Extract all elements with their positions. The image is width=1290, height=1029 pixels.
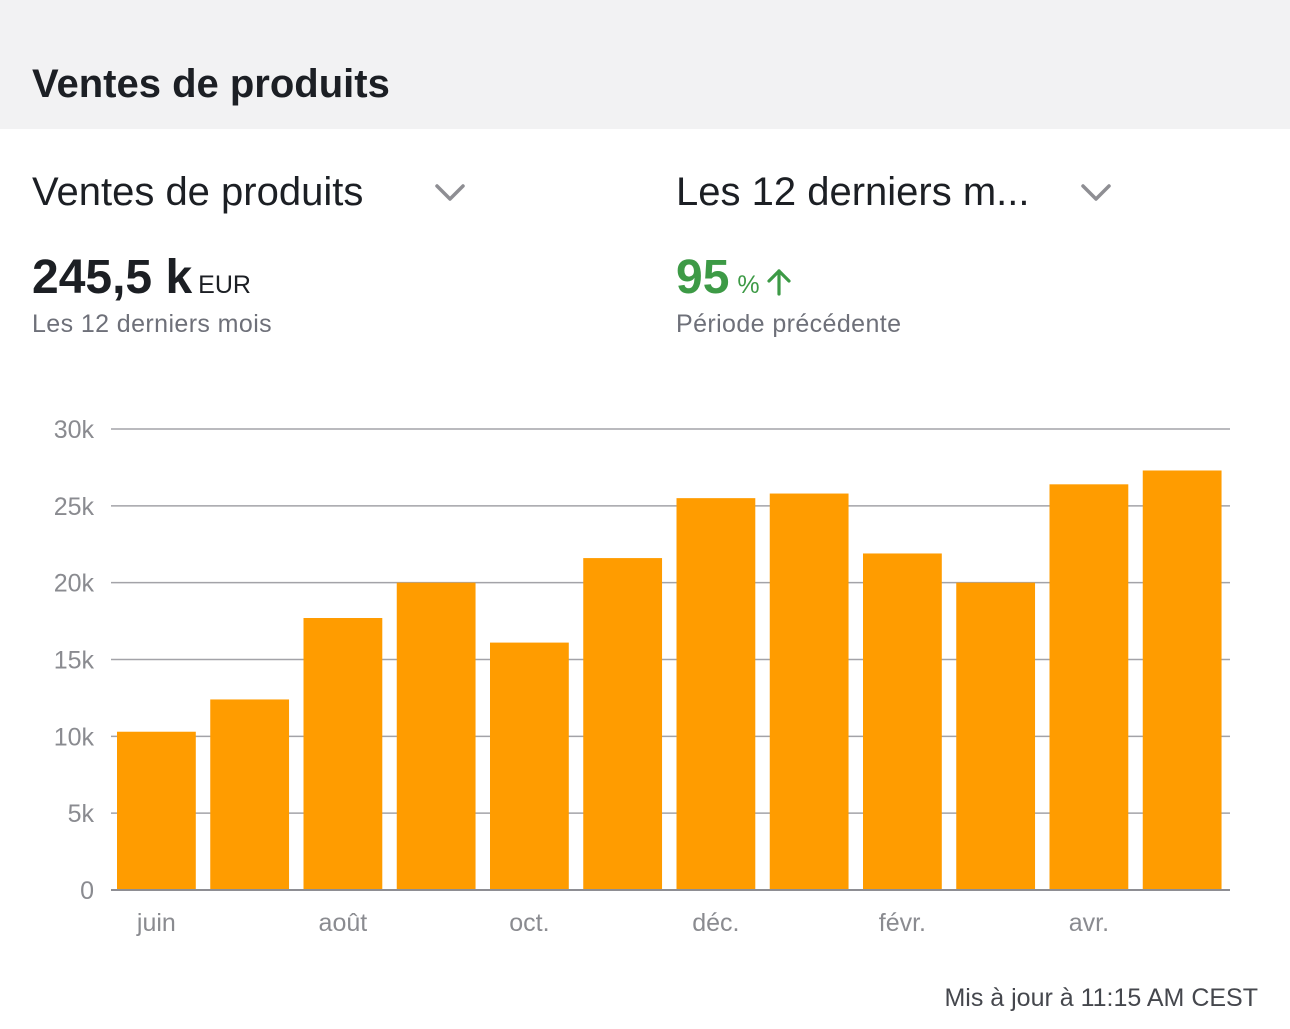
y-tick-label: 10k bbox=[54, 723, 95, 751]
bar bbox=[396, 582, 476, 890]
card-title: Ventes de produits bbox=[32, 62, 390, 106]
sales-bar-chart: 0 5k 10k 15k 20k 25k 30k juin août oct. déc. févr. a… bbox=[54, 416, 1230, 937]
period-selector-label: Les 12 derniers m... bbox=[676, 169, 1030, 214]
metric-selector[interactable]: Ventes de produits bbox=[32, 164, 482, 220]
total-sales-kpi: 245,5 k EUR bbox=[32, 250, 251, 305]
period-selector[interactable]: Les 12 derniers m... bbox=[676, 164, 1126, 220]
y-tick-label: 15k bbox=[54, 647, 95, 675]
x-tick-label: avr. bbox=[1069, 909, 1109, 937]
bar bbox=[863, 553, 942, 890]
bar bbox=[490, 642, 569, 890]
x-tick-label: déc. bbox=[692, 909, 739, 937]
change-percent-sign: % bbox=[737, 271, 760, 299]
y-tick-label: 0 bbox=[80, 877, 94, 905]
arrow-up-icon bbox=[767, 269, 791, 296]
chevron-down-icon bbox=[1081, 184, 1111, 201]
bar bbox=[117, 731, 196, 890]
change-value: 95 bbox=[676, 251, 730, 304]
bar bbox=[303, 618, 383, 890]
change-kpi: 95% bbox=[676, 250, 794, 305]
y-tick-label: 5k bbox=[68, 800, 95, 828]
x-tick-label: oct. bbox=[509, 909, 549, 937]
bar bbox=[210, 699, 290, 890]
last-updated-text: Mis à jour à 11:15 AM CEST bbox=[944, 984, 1258, 1012]
total-sales-caption: Les 12 derniers mois bbox=[32, 310, 273, 338]
total-sales-currency: EUR bbox=[198, 271, 251, 299]
bar bbox=[1142, 470, 1222, 890]
metric-selector-label: Ventes de produits bbox=[32, 169, 364, 214]
x-tick-label: août bbox=[319, 909, 368, 937]
x-tick-label: juin bbox=[136, 909, 176, 937]
chevron-down-icon bbox=[435, 184, 465, 201]
y-tick-label: 25k bbox=[54, 493, 95, 521]
y-tick-label: 20k bbox=[54, 570, 95, 598]
bar bbox=[956, 582, 1036, 890]
change-caption: Période précédente bbox=[676, 310, 902, 338]
bar bbox=[583, 558, 663, 890]
card-header: Ventes de produits bbox=[0, 0, 1290, 129]
total-sales-value: 245,5 k bbox=[32, 251, 193, 304]
y-tick-label: 30k bbox=[54, 416, 95, 444]
bar bbox=[1049, 484, 1129, 890]
bar bbox=[676, 498, 756, 890]
x-tick-label: févr. bbox=[879, 909, 926, 937]
bar bbox=[769, 493, 849, 890]
